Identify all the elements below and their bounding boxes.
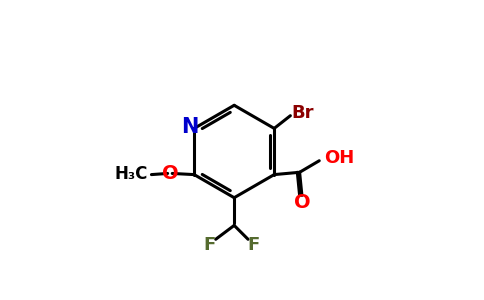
Text: F: F bbox=[204, 236, 216, 254]
Text: F: F bbox=[248, 236, 260, 254]
Text: H₃C: H₃C bbox=[115, 165, 148, 183]
Text: O: O bbox=[294, 193, 310, 212]
Text: O: O bbox=[162, 164, 178, 183]
Text: Br: Br bbox=[291, 104, 314, 122]
Text: N: N bbox=[182, 117, 199, 137]
Text: OH: OH bbox=[324, 149, 354, 167]
